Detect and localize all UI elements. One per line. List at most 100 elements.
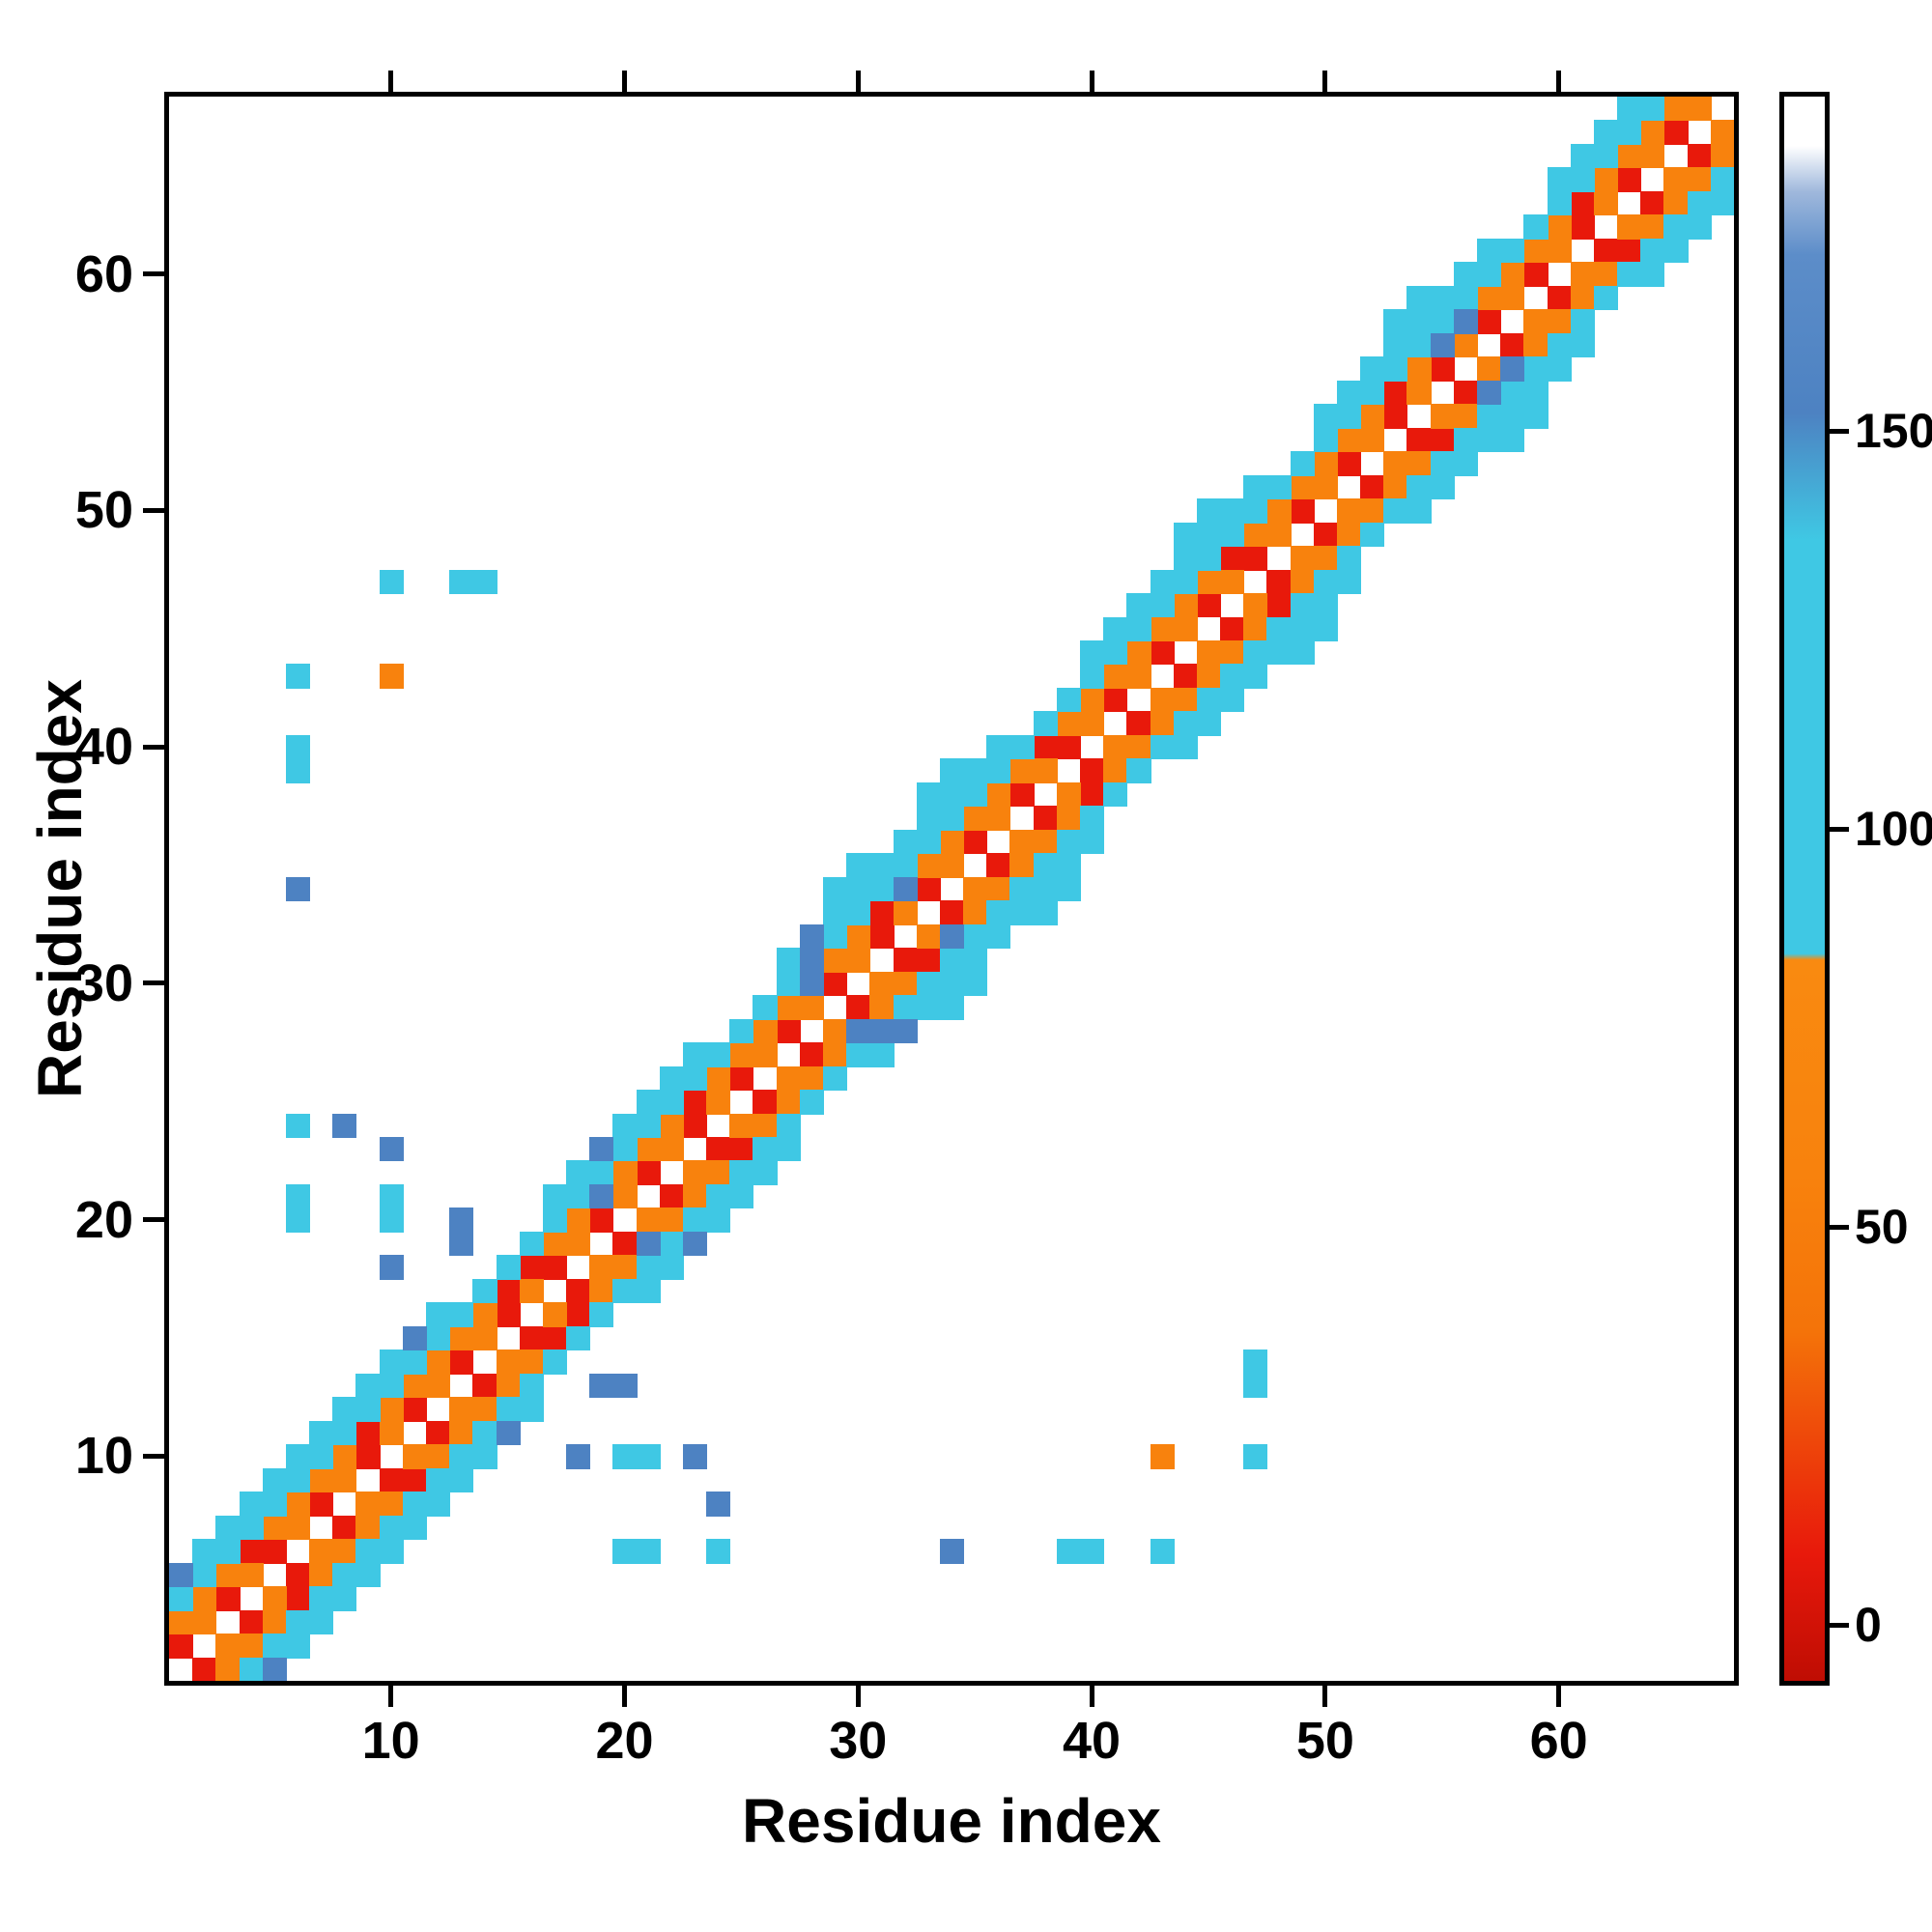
heatmap-cell bbox=[1710, 120, 1734, 145]
heatmap-cell bbox=[1150, 734, 1175, 760]
heatmap-cell bbox=[1453, 332, 1479, 358]
heatmap-cell bbox=[379, 1137, 404, 1162]
heatmap-cell bbox=[1687, 214, 1712, 240]
heatmap-cell bbox=[1103, 687, 1128, 713]
heatmap-cell bbox=[659, 1183, 684, 1209]
heatmap-cell bbox=[636, 1160, 661, 1185]
heatmap-cell bbox=[636, 1208, 661, 1233]
heatmap-cell bbox=[753, 1137, 778, 1162]
heatmap-cell bbox=[1150, 569, 1175, 595]
heatmap-cell bbox=[449, 1444, 474, 1469]
heatmap-cell bbox=[1313, 522, 1338, 548]
heatmap-cell bbox=[262, 1539, 287, 1564]
heatmap-cell bbox=[519, 1350, 544, 1375]
heatmap-cell bbox=[1570, 143, 1595, 169]
heatmap-cell bbox=[1500, 404, 1525, 429]
heatmap-cell bbox=[1103, 758, 1128, 783]
heatmap-cell bbox=[893, 995, 918, 1020]
y-tick-label: 40 bbox=[74, 718, 133, 777]
colorbar-tick-label: 50 bbox=[1855, 1200, 1909, 1255]
heatmap-cell bbox=[402, 1397, 427, 1422]
heatmap-cell bbox=[379, 664, 404, 689]
heatmap-cell bbox=[285, 1586, 311, 1611]
heatmap-cell bbox=[239, 1515, 264, 1541]
heatmap-cell bbox=[449, 1350, 474, 1375]
heatmap-cell bbox=[706, 1065, 731, 1092]
heatmap-cell bbox=[612, 1444, 638, 1469]
heatmap-cell bbox=[1033, 758, 1058, 783]
heatmap-cell bbox=[1523, 309, 1548, 334]
heatmap-cell bbox=[1593, 120, 1619, 145]
heatmap-cell bbox=[425, 1444, 451, 1469]
heatmap-cell bbox=[449, 1397, 474, 1422]
heatmap-cell bbox=[682, 1231, 708, 1257]
colorbar-tick-mark bbox=[1830, 428, 1849, 434]
heatmap-cell bbox=[1523, 262, 1548, 287]
heatmap-cell bbox=[1220, 498, 1245, 524]
heatmap-cell bbox=[1243, 616, 1268, 641]
heatmap-cell bbox=[285, 1208, 311, 1233]
heatmap-cell bbox=[1547, 214, 1572, 240]
heatmap-cell bbox=[1079, 639, 1105, 666]
y-tick-label: 60 bbox=[74, 244, 133, 303]
heatmap-cell bbox=[1336, 569, 1362, 595]
heatmap-cell bbox=[1103, 616, 1128, 641]
heatmap-cell bbox=[309, 1444, 334, 1469]
x-tick-label: 10 bbox=[361, 1712, 420, 1770]
heatmap-cell bbox=[449, 569, 474, 595]
heatmap-cell bbox=[425, 1492, 451, 1517]
heatmap-cell bbox=[402, 1492, 427, 1517]
heatmap-cell bbox=[706, 1137, 731, 1162]
heatmap-cell bbox=[1266, 616, 1292, 641]
heatmap-cell bbox=[239, 1634, 264, 1659]
y-tick-mark bbox=[143, 980, 164, 986]
heatmap-cell bbox=[1406, 451, 1432, 476]
heatmap-cell bbox=[776, 1113, 801, 1138]
heatmap-cell bbox=[1570, 332, 1595, 358]
heatmap-cell bbox=[1477, 427, 1502, 453]
heatmap-cell bbox=[285, 734, 311, 760]
heatmap-cell bbox=[659, 1090, 684, 1115]
heatmap-cell bbox=[1640, 214, 1665, 240]
heatmap-cell bbox=[963, 900, 988, 925]
heatmap-cell bbox=[1103, 781, 1128, 808]
heatmap-cell bbox=[1196, 569, 1222, 595]
heatmap-cell bbox=[332, 1467, 357, 1493]
heatmap-cell bbox=[239, 1492, 264, 1517]
heatmap-cell bbox=[729, 1137, 754, 1162]
x-tick-label: 50 bbox=[1295, 1712, 1354, 1770]
heatmap-cell bbox=[1220, 522, 1245, 548]
heatmap-cell bbox=[1150, 687, 1175, 713]
x-tick-label: 40 bbox=[1063, 1712, 1122, 1770]
heatmap-cell bbox=[1663, 120, 1689, 145]
heatmap-cell bbox=[963, 758, 988, 783]
heatmap-cell bbox=[589, 1183, 614, 1209]
heatmap-cell bbox=[706, 1090, 731, 1115]
heatmap-cell bbox=[659, 1231, 684, 1257]
heatmap-cell bbox=[1079, 829, 1105, 855]
heatmap-cell bbox=[916, 923, 941, 950]
heatmap-cell bbox=[1103, 734, 1128, 760]
heatmap-cell bbox=[846, 853, 871, 878]
colorbar-gradient bbox=[1784, 97, 1825, 1681]
heatmap-cell bbox=[729, 1042, 754, 1067]
heatmap-cell bbox=[1406, 285, 1432, 311]
heatmap-cell bbox=[893, 900, 918, 925]
heatmap-cell bbox=[939, 900, 965, 925]
heatmap-cell bbox=[472, 1325, 497, 1351]
heatmap-cell bbox=[893, 829, 918, 855]
heatmap-cell bbox=[1266, 522, 1292, 548]
heatmap-cell bbox=[542, 1302, 568, 1327]
heatmap-cell bbox=[1220, 546, 1245, 571]
heatmap-cell bbox=[1196, 593, 1222, 618]
heatmap-cell bbox=[1617, 262, 1642, 287]
heatmap-cell bbox=[1220, 664, 1245, 689]
heatmap-cell bbox=[1150, 616, 1175, 641]
heatmap-cell bbox=[1593, 167, 1619, 192]
heatmap-cell bbox=[449, 1467, 474, 1493]
heatmap-cell bbox=[1056, 853, 1081, 878]
heatmap-cell bbox=[542, 1208, 568, 1233]
heatmap-cell bbox=[1477, 380, 1502, 406]
heatmap-cell bbox=[963, 923, 988, 950]
heatmap-cell bbox=[1243, 498, 1268, 524]
